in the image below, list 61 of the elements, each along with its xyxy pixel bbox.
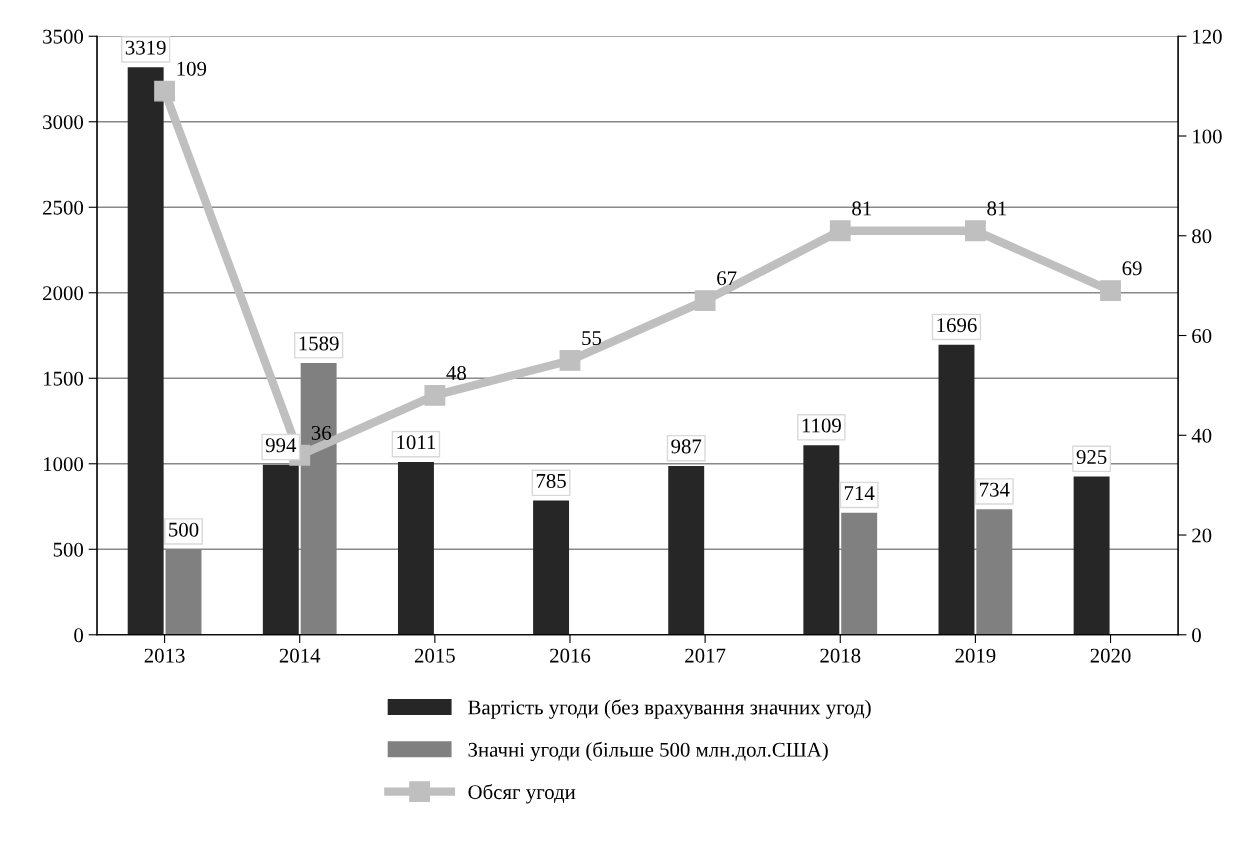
y2-tick-label: 120: [1193, 29, 1222, 44]
y2-tick-label: 0: [1192, 628, 1201, 643]
data-label: 81: [987, 201, 1007, 216]
y-tick-label: 2000: [43, 286, 84, 301]
data-label: 925: [1076, 450, 1107, 465]
point: [829, 220, 851, 242]
data-label: 36: [311, 425, 332, 440]
data-label: 48: [446, 365, 467, 381]
bar: [668, 465, 705, 635]
x-tick-label: 2014: [279, 648, 321, 663]
x-tick-label: 2018: [820, 648, 861, 663]
legend-label: Обсяг угоди: [468, 784, 576, 804]
data-label: 67: [717, 271, 737, 286]
y-tick-label: 1000: [43, 457, 84, 472]
data-label: 1109: [802, 418, 841, 433]
bar: [127, 67, 164, 635]
y2-tick-label: 40: [1191, 428, 1212, 443]
x-tick-label: 2015: [414, 648, 455, 663]
x-tick-label: 2020: [1090, 648, 1131, 663]
data-label: 1589: [299, 336, 339, 351]
data-label: 500: [169, 522, 199, 537]
bar: [1073, 476, 1110, 635]
data-label: 3319: [125, 40, 166, 55]
point: [559, 350, 581, 371]
x-tick-label: 2017: [685, 648, 726, 663]
point: [1100, 280, 1121, 302]
point: [694, 290, 716, 312]
y-tick-label: 500: [53, 542, 84, 557]
data-label: 734: [980, 482, 1010, 497]
data-label: 994: [265, 438, 297, 453]
y2-tick-label: 60: [1192, 328, 1212, 343]
legend-label: Значні угоди (більше 500 млн.дол.США): [468, 741, 828, 762]
bar: [938, 344, 975, 635]
x-tick-label: 2019: [955, 648, 996, 663]
point: [964, 220, 986, 242]
x-tick-label: 2013: [144, 648, 185, 663]
data-label: 55: [582, 331, 602, 346]
bar: [533, 500, 570, 635]
legend-label: Вартість угоди (без врахування значних угод): [468, 699, 871, 719]
x-tick-label: 2016: [550, 648, 591, 663]
point: [154, 80, 176, 102]
point: [424, 384, 446, 406]
y-tick-label: 1500: [43, 371, 84, 386]
data-label: 987: [671, 439, 702, 454]
y-tick-label: 3000: [43, 115, 84, 130]
bar: [803, 445, 840, 635]
data-label: 714: [844, 486, 875, 500]
data-label: 109: [177, 61, 207, 76]
y2-tick-label: 100: [1193, 129, 1222, 144]
data-label: 69: [1122, 261, 1142, 276]
y2-tick-label: 20: [1192, 528, 1212, 543]
bar: [262, 464, 299, 635]
y-tick-label: 3500: [43, 29, 84, 44]
data-label: 785: [536, 473, 566, 488]
y-tick-label: 0: [74, 628, 84, 643]
data-label: 81: [852, 201, 871, 216]
data-label: 1011: [397, 435, 436, 450]
data-label: 1696: [937, 318, 977, 333]
y-tick-label: 2500: [43, 200, 84, 215]
y2-tick-label: 80: [1192, 229, 1212, 244]
bar: [397, 461, 434, 635]
